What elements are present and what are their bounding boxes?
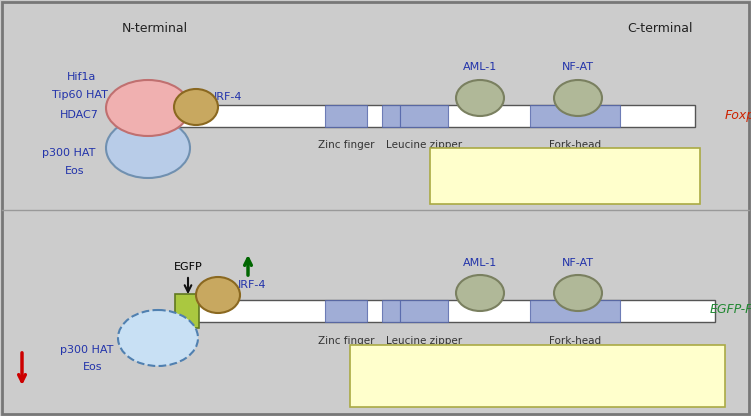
Bar xyxy=(530,105,620,127)
Bar xyxy=(175,105,695,127)
Text: Fork-head: Fork-head xyxy=(549,336,601,346)
Ellipse shape xyxy=(106,80,190,136)
Text: N-terminal: N-terminal xyxy=(122,22,188,35)
Bar xyxy=(430,148,700,204)
Ellipse shape xyxy=(174,89,218,125)
Text: EGFP-Foxp3: EGFP-Foxp3 xyxy=(710,304,751,317)
Text: EGFP: EGFP xyxy=(173,262,202,272)
Text: C-terminal: C-terminal xyxy=(627,22,692,35)
Bar xyxy=(382,105,400,127)
Text: p300 HAT: p300 HAT xyxy=(60,345,113,355)
Text: Tip60 HAT: Tip60 HAT xyxy=(52,90,108,100)
Text: Foxp3: Foxp3 xyxy=(725,109,751,121)
Text: IRF-4: IRF-4 xyxy=(214,92,243,102)
Text: Leucine zipper: Leucine zipper xyxy=(386,336,462,346)
Text: NF-AT: NF-AT xyxy=(562,62,594,72)
Text: Eos: Eos xyxy=(83,362,102,372)
Text: Leucine zipper: Leucine zipper xyxy=(386,140,462,150)
Bar xyxy=(325,300,367,322)
Text: Zinc finger: Zinc finger xyxy=(318,336,374,346)
Text: Eos: Eos xyxy=(65,166,85,176)
Text: p300 HAT: p300 HAT xyxy=(42,148,95,158)
Bar xyxy=(195,300,715,322)
Ellipse shape xyxy=(118,310,198,366)
Text: Zinc finger: Zinc finger xyxy=(318,140,374,150)
Ellipse shape xyxy=(456,275,504,311)
Ellipse shape xyxy=(106,118,190,178)
Bar xyxy=(530,300,620,322)
Ellipse shape xyxy=(554,80,602,116)
Ellipse shape xyxy=(554,275,602,311)
Text: NF-AT: NF-AT xyxy=(562,258,594,268)
Text: HDAC7: HDAC7 xyxy=(60,110,99,120)
Bar xyxy=(350,345,725,407)
Text: Cofactor-dependent
transcriptional program: Cofactor-dependent transcriptional progr… xyxy=(495,162,635,190)
Bar xyxy=(400,105,448,127)
Ellipse shape xyxy=(456,80,504,116)
Text: Hif1a: Hif1a xyxy=(67,72,96,82)
Bar xyxy=(175,294,199,328)
Bar xyxy=(325,105,367,127)
Text: AML-1: AML-1 xyxy=(463,62,497,72)
Text: IRF-4: IRF-4 xyxy=(238,280,267,290)
Text: Altered epigenetic signature
Biased transcriptional program
Increased EGFP-Foxp3: Altered epigenetic signature Biased tran… xyxy=(423,359,653,393)
Text: Fork-head: Fork-head xyxy=(549,140,601,150)
Text: AML-1: AML-1 xyxy=(463,258,497,268)
Ellipse shape xyxy=(196,277,240,313)
Bar xyxy=(400,300,448,322)
Bar xyxy=(382,300,400,322)
